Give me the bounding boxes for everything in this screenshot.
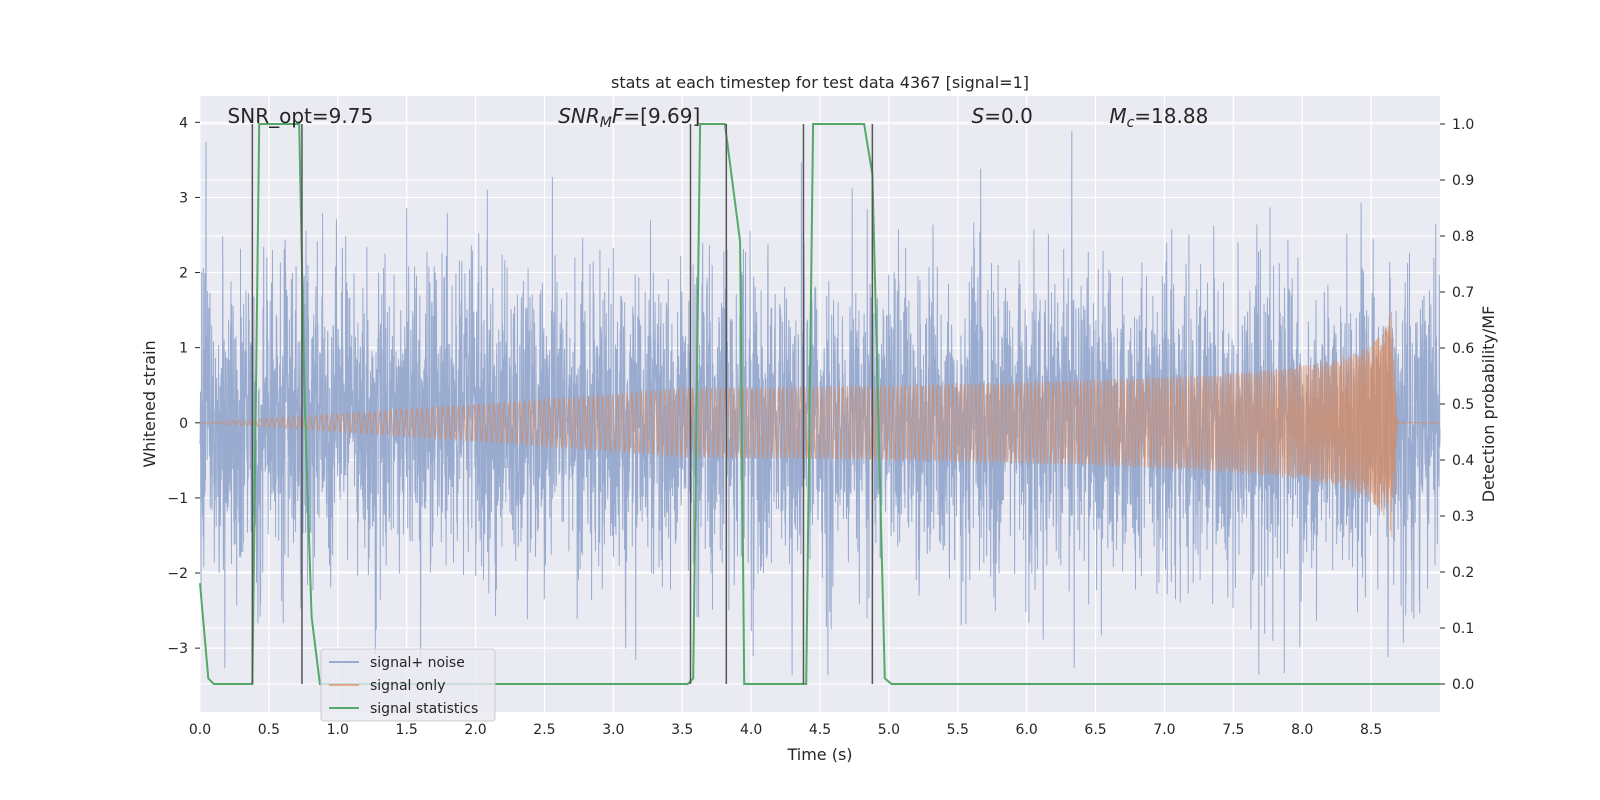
y2-tick-label: 0.3 [1452,509,1474,525]
y-tick-label: 0 [179,416,188,432]
chart-title: stats at each timestep for test data 436… [611,73,1029,92]
y2-tick-label: 0.6 [1452,341,1474,357]
y2-tick-label: 0.0 [1452,677,1474,693]
x-tick-label: 6.5 [1084,722,1106,738]
y2-tick-label: 0.9 [1452,173,1474,189]
y-tick-label: −1 [167,491,188,507]
y2-tick-label: 0.8 [1452,229,1474,245]
x-tick-label: 0.0 [189,722,211,738]
x-axis-label: Time (s) [786,745,852,764]
legend: signal+ noise signal only signal statist… [320,648,496,722]
x-tick-label: 5.5 [947,722,969,738]
y-tick-label: 2 [179,266,188,282]
x-tick-label: 8.5 [1360,722,1382,738]
x-tick-label: 1.5 [396,722,418,738]
legend-label-noise: signal+ noise [370,655,465,671]
y2-tick-label: 0.4 [1452,453,1474,469]
y-tick-label: −3 [167,641,188,657]
x-tick-label: 2.0 [464,722,486,738]
y2-tick-label: 1.0 [1452,117,1474,133]
stat-annotation: S=0.0 [972,104,1033,128]
y-tick-label: 1 [179,341,188,357]
stat-annotation: Mc=18.88 [1109,104,1208,131]
x-tick-label: 7.0 [1153,722,1175,738]
x-tick-label: 8.0 [1291,722,1313,738]
y2-tick-label: 0.1 [1452,621,1474,637]
stat-annotation: SNRMF=[9.69] [558,104,700,131]
x-axis-ticks: 0.0 0.5 1.0 1.5 2.0 2.5 3.0 3.5 4.0 4.5 5.0 5.5 6.0 6… [189,722,1382,738]
x-tick-label: 0.5 [258,722,280,738]
detection-markers [251,124,874,684]
y-axis-label: Whitened strain [140,340,159,467]
series-signal-only [200,311,1440,538]
y-tick-label: −2 [167,566,188,582]
y2-tick-label: 0.7 [1452,285,1474,301]
stats-line [199,123,1440,685]
legend-label-signal: signal only [370,678,445,694]
x-tick-label: 6.0 [1016,722,1038,738]
x-tick-label: 4.0 [740,722,762,738]
x-tick-label: 1.0 [327,722,349,738]
x-tick-label: 2.5 [533,722,555,738]
y2-tick-label: 0.2 [1452,565,1474,581]
chirp-line [200,311,1440,538]
x-tick-label: 3.0 [602,722,624,738]
y-axis-ticks: 4 3 2 1 0 −1 −2 −3 [167,115,200,657]
y-tick-label: 3 [179,190,188,206]
y2-axis-ticks: 1.0 0.9 0.8 0.7 0.6 0.5 0.4 0.3 0.2 0.1 0.0 [1440,117,1474,693]
series-signal-statistics [199,123,1440,685]
y2-axis-label: Detection probability/MF [1479,306,1498,503]
stat-annotation: SNR_opt=9.75 [228,104,374,128]
legend-label-stats: signal statistics [370,701,478,717]
legend-box [320,648,496,722]
y-tick-label: 4 [179,115,188,131]
x-tick-label: 7.5 [1222,722,1244,738]
x-tick-label: 4.5 [809,722,831,738]
y2-tick-label: 0.5 [1452,397,1474,413]
annotations: SNR_opt=9.75 SNRMF=[9.69] S=0.0 Mc=18.88 [228,104,1209,131]
x-tick-label: 5.0 [878,722,900,738]
x-tick-label: 3.5 [671,722,693,738]
